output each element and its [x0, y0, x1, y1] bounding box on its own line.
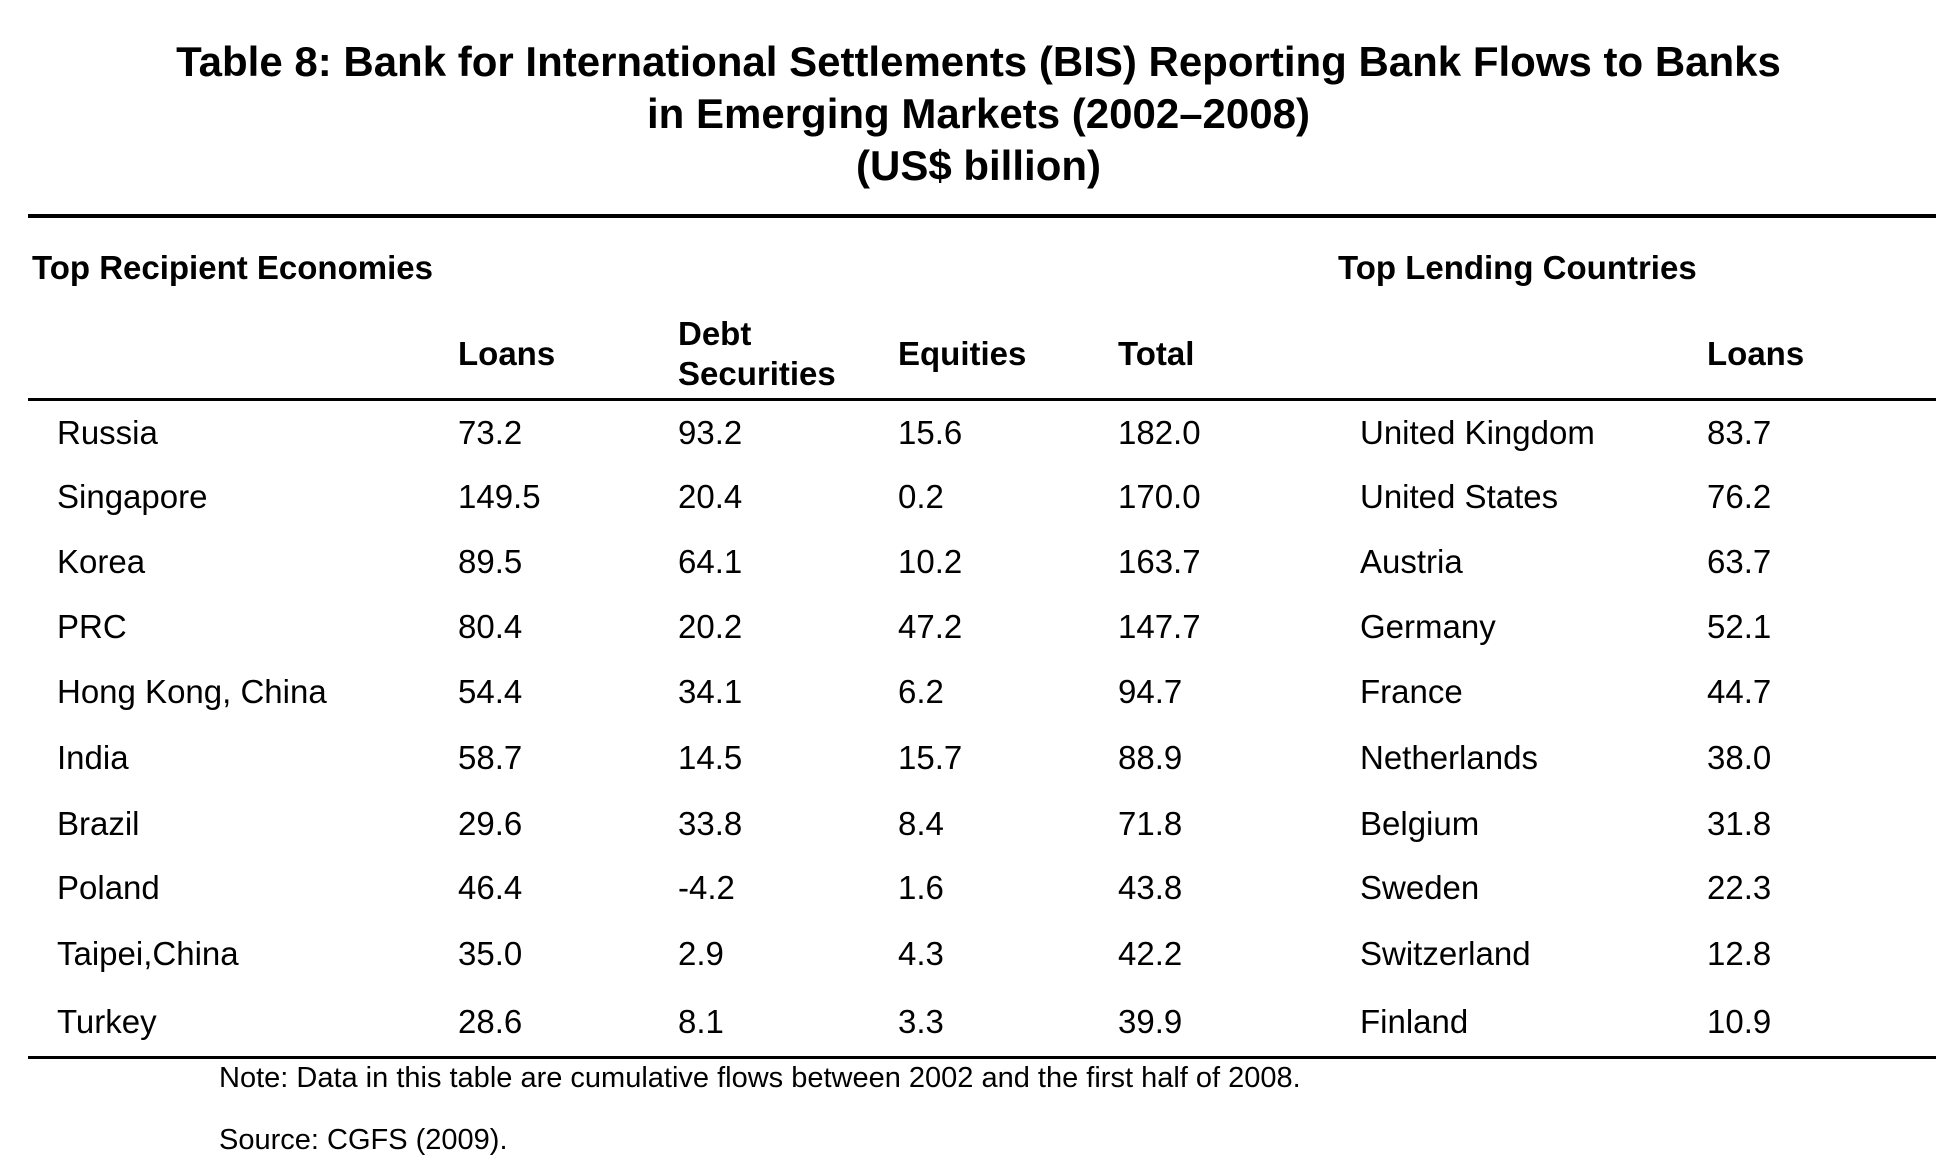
section-header-recipients: Top Recipient Economies [32, 249, 433, 286]
lender-loans-cell: 52.1 [1707, 608, 1772, 645]
table-row: Singapore 149.5 20.4 0.2 170.0 United St… [0, 477, 1957, 541]
top-rule [28, 214, 1936, 218]
table-row: Brazil 29.6 33.8 8.4 71.8 Belgium 31.8 [0, 804, 1957, 868]
debt-securities-cell: 8.1 [678, 1003, 724, 1040]
column-header-debt-line-1: Debt [678, 315, 752, 352]
loans-cell: 35.0 [458, 935, 523, 972]
equities-cell: 47.2 [898, 608, 963, 645]
table-row: Turkey 28.6 8.1 3.3 39.9 Finland 10.9 [0, 1002, 1957, 1066]
table-title-line-1: Table 8: Bank for International Settleme… [176, 38, 1781, 85]
total-cell: 94.7 [1118, 673, 1183, 710]
total-cell: 71.8 [1118, 805, 1183, 842]
economy-cell: Singapore [57, 478, 208, 515]
equities-cell: 15.7 [898, 739, 963, 776]
total-cell: 43.8 [1118, 869, 1183, 906]
column-header-equities: Equities [898, 335, 1027, 372]
lender-loans-cell: 83.7 [1707, 414, 1772, 451]
equities-cell: 6.2 [898, 673, 944, 710]
equities-cell: 0.2 [898, 478, 944, 515]
lender-cell: United States [1360, 478, 1559, 515]
lender-loans-cell: 10.9 [1707, 1003, 1772, 1040]
economy-cell: Russia [57, 414, 158, 451]
economy-cell: Turkey [57, 1003, 157, 1040]
column-header-debt-securities: Debt Securities [678, 314, 836, 394]
lender-cell: Austria [1360, 543, 1463, 580]
column-header-debt-line-2: Securities [678, 355, 836, 392]
loans-cell: 54.4 [458, 673, 523, 710]
equities-cell: 10.2 [898, 543, 963, 580]
table-row: Taipei,China 35.0 2.9 4.3 42.2 Switzerla… [0, 934, 1957, 998]
debt-securities-cell: 20.4 [678, 478, 743, 515]
lender-cell: Germany [1360, 608, 1496, 645]
header-rule [28, 398, 1936, 401]
lender-loans-cell: 31.8 [1707, 805, 1772, 842]
debt-securities-cell: 14.5 [678, 739, 743, 776]
lender-loans-cell: 76.2 [1707, 478, 1772, 515]
loans-cell: 46.4 [458, 869, 523, 906]
table-title: Table 8: Bank for International Settleme… [0, 36, 1957, 192]
debt-securities-cell: 64.1 [678, 543, 743, 580]
total-cell: 170.0 [1118, 478, 1201, 515]
lender-loans-cell: 12.8 [1707, 935, 1772, 972]
table-row: Hong Kong, China 54.4 34.1 6.2 94.7 Fran… [0, 672, 1957, 736]
table-source: Source: CGFS (2009). [219, 1124, 508, 1156]
economy-cell: Brazil [57, 805, 140, 842]
total-cell: 147.7 [1118, 608, 1201, 645]
table-title-line-3: (US$ billion) [856, 142, 1101, 189]
total-cell: 182.0 [1118, 414, 1201, 451]
table-row: India 58.7 14.5 15.7 88.9 Netherlands 38… [0, 738, 1957, 802]
column-header-loans: Loans [458, 335, 556, 372]
equities-cell: 1.6 [898, 869, 944, 906]
debt-securities-cell: 93.2 [678, 414, 743, 451]
economy-cell: Poland [57, 869, 160, 906]
lender-cell: Switzerland [1360, 935, 1531, 972]
equities-cell: 15.6 [898, 414, 963, 451]
lender-loans-cell: 63.7 [1707, 543, 1772, 580]
lender-cell: Sweden [1360, 869, 1480, 906]
lender-cell: Belgium [1360, 805, 1480, 842]
lender-cell: United Kingdom [1360, 414, 1595, 451]
debt-securities-cell: 2.9 [678, 935, 724, 972]
total-cell: 42.2 [1118, 935, 1183, 972]
lender-loans-cell: 38.0 [1707, 739, 1772, 776]
section-header-lenders: Top Lending Countries [1338, 249, 1697, 286]
total-cell: 163.7 [1118, 543, 1201, 580]
column-header-lender-loans: Loans [1707, 335, 1805, 372]
equities-cell: 4.3 [898, 935, 944, 972]
table-note: Note: Data in this table are cumulative … [219, 1062, 1301, 1094]
equities-cell: 3.3 [898, 1003, 944, 1040]
economy-cell: India [57, 739, 129, 776]
lender-cell: France [1360, 673, 1463, 710]
equities-cell: 8.4 [898, 805, 944, 842]
economy-cell: Hong Kong, China [57, 673, 327, 710]
lender-loans-cell: 22.3 [1707, 869, 1772, 906]
lender-cell: Netherlands [1360, 739, 1538, 776]
table-row: Poland 46.4 -4.2 1.6 43.8 Sweden 22.3 [0, 868, 1957, 932]
loans-cell: 28.6 [458, 1003, 523, 1040]
loans-cell: 29.6 [458, 805, 523, 842]
economy-cell: Taipei,China [57, 935, 239, 972]
loans-cell: 58.7 [458, 739, 523, 776]
debt-securities-cell: -4.2 [678, 869, 735, 906]
total-cell: 39.9 [1118, 1003, 1183, 1040]
total-cell: 88.9 [1118, 739, 1183, 776]
loans-cell: 149.5 [458, 478, 541, 515]
loans-cell: 89.5 [458, 543, 523, 580]
lender-cell: Finland [1360, 1003, 1469, 1040]
bottom-rule [28, 1056, 1936, 1059]
table-row: Korea 89.5 64.1 10.2 163.7 Austria 63.7 [0, 542, 1957, 606]
economy-cell: PRC [57, 608, 127, 645]
table-title-line-2: in Emerging Markets (2002–2008) [647, 90, 1310, 137]
column-header-total: Total [1118, 335, 1195, 372]
economy-cell: Korea [57, 543, 146, 580]
debt-securities-cell: 34.1 [678, 673, 743, 710]
lender-loans-cell: 44.7 [1707, 673, 1772, 710]
loans-cell: 73.2 [458, 414, 523, 451]
debt-securities-cell: 20.2 [678, 608, 743, 645]
table-row: PRC 80.4 20.2 47.2 147.7 Germany 52.1 [0, 607, 1957, 671]
table-row: Russia 73.2 93.2 15.6 182.0 United Kingd… [0, 413, 1957, 477]
loans-cell: 80.4 [458, 608, 523, 645]
debt-securities-cell: 33.8 [678, 805, 743, 842]
